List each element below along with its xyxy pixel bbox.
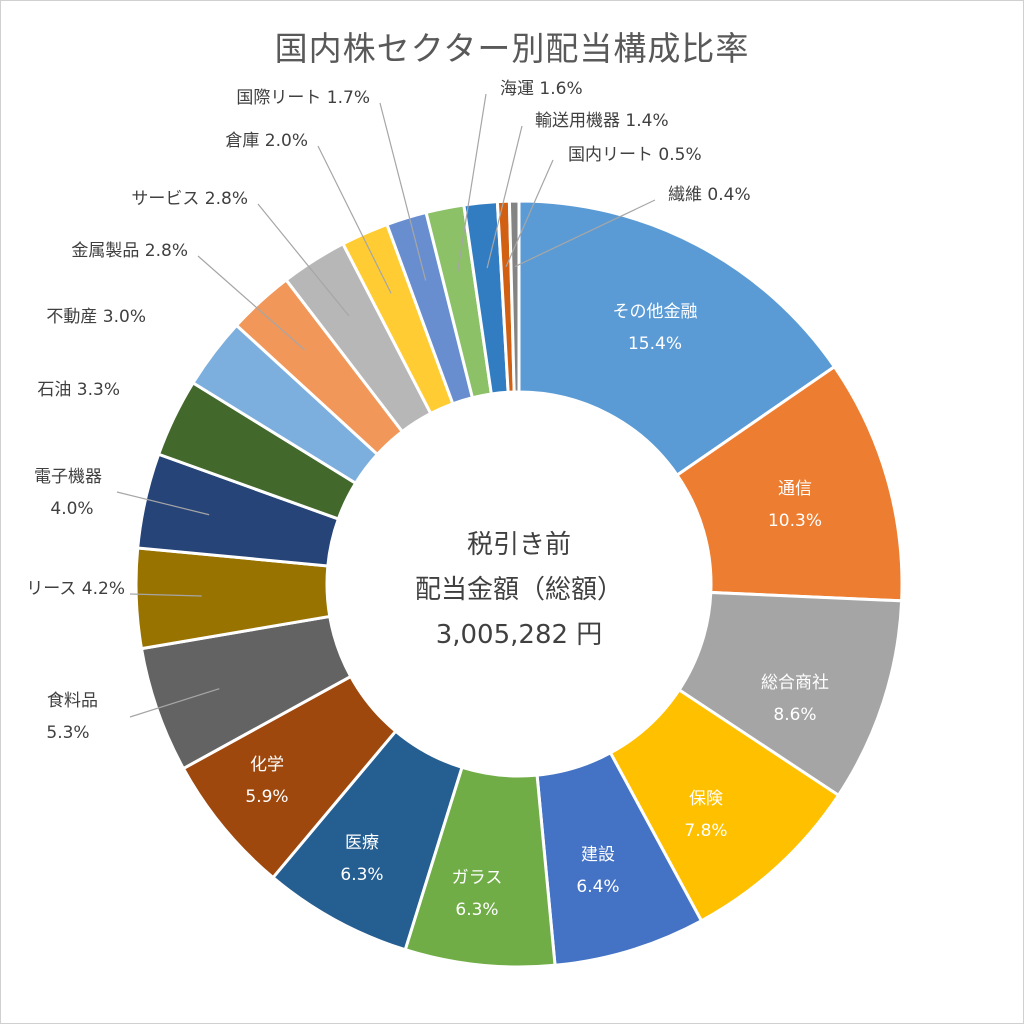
slice-label-13: 金属製品 2.8% — [71, 241, 188, 261]
leader-line-20 — [514, 199, 656, 268]
slice-label-name-12: 不動産 — [46, 307, 102, 327]
slice-value-11: 3.3% — [77, 380, 120, 400]
center-line-2: 配当金額（総額） — [415, 575, 623, 605]
slice-label-name-14: サービス — [131, 189, 204, 209]
slice-value-19: 0.5% — [658, 145, 701, 165]
slice-label-15: 倉庫 2.0% — [225, 131, 308, 151]
slice-label-10: 電子機器 — [34, 467, 102, 487]
slice-label-name-16: 国際リート — [236, 88, 326, 108]
slice-label-name-17: 海運 — [500, 79, 539, 99]
slice-value-13: 2.8% — [145, 241, 188, 261]
slice-value-16: 1.7% — [327, 88, 370, 108]
leader-line-14 — [257, 203, 350, 317]
slice-value-1: 10.3% — [768, 511, 822, 531]
slice-label-14: サービス 2.8% — [131, 189, 248, 209]
slice-label-7: 化学 — [250, 755, 284, 775]
slice-value-18: 1.4% — [625, 111, 668, 131]
slice-value-8: 5.3% — [46, 723, 89, 743]
slice-label-6: 医療 — [345, 833, 379, 853]
slice-label-16: 国際リート 1.7% — [236, 88, 370, 108]
slice-value-10: 4.0% — [50, 499, 93, 519]
slice-label-name-19: 国内リート — [568, 145, 658, 165]
leader-line-15 — [317, 145, 392, 294]
center-label: 税引き前 配当金額（総額） 3,005,282 円 — [415, 530, 623, 650]
leader-line-16 — [379, 102, 427, 281]
slice-value-5: 6.3% — [455, 900, 498, 920]
slice-label-name-9: リース — [26, 579, 82, 599]
slice-label-name-13: 金属製品 — [71, 241, 144, 261]
slice-value-15: 2.0% — [265, 131, 308, 151]
slice-label-4: 建設 — [581, 845, 615, 865]
leader-line-17 — [456, 93, 487, 273]
slice-value-4: 6.4% — [576, 877, 619, 897]
slice-value-17: 1.6% — [539, 79, 582, 99]
slice-value-7: 5.9% — [245, 787, 288, 807]
center-line-1: 税引き前 — [467, 530, 571, 560]
leader-line-9 — [129, 593, 202, 597]
chart-title: 国内株セクター別配当構成比率 — [274, 29, 750, 68]
slice-value-2: 8.6% — [773, 705, 816, 725]
doughnut-slice-0 — [517, 199, 837, 478]
slice-label-name-18: 輸送用機器 — [535, 111, 625, 131]
slice-label-8: 食料品 — [47, 691, 98, 711]
label-group: その他金融 15.4% 通信 10.3% 総合商社 8.6% 保険 7.8% 建設 6.4% ガラス… — [26, 79, 829, 920]
slice-group — [134, 199, 904, 969]
slice-label-0: その他金融 — [613, 302, 698, 322]
slice-label-name-20: 繊維 — [668, 185, 707, 205]
slice-label-name-15: 倉庫 — [225, 131, 264, 151]
slice-label-3: 保険 — [689, 789, 723, 809]
slice-value-14: 2.8% — [205, 189, 248, 209]
slice-label-9: リース 4.2% — [26, 579, 125, 599]
slice-value-0: 15.4% — [628, 334, 682, 354]
slice-label-2: 総合商社 — [761, 673, 829, 693]
slice-label-name-11: 石油 — [37, 380, 76, 400]
doughnut-slice-1 — [675, 364, 904, 603]
leader-line-10 — [116, 491, 210, 516]
leader-line-18 — [486, 125, 523, 269]
slice-label-12: 不動産 3.0% — [46, 307, 146, 327]
slice-label-1: 通信 — [778, 479, 812, 499]
leader-line-13 — [197, 255, 305, 351]
leader-line-group — [116, 93, 656, 718]
slice-value-20: 0.4% — [707, 185, 750, 205]
leader-line-8 — [129, 688, 220, 718]
slice-label-19: 国内リート 0.5% — [568, 145, 702, 165]
center-line-3: 3,005,282 円 — [436, 620, 603, 650]
slice-value-3: 7.8% — [684, 821, 727, 841]
slice-value-6: 6.3% — [340, 865, 383, 885]
leader-line-19 — [505, 159, 554, 268]
doughnut-slice-20 — [507, 199, 521, 394]
slice-label-18: 輸送用機器 1.4% — [535, 111, 669, 131]
slice-value-12: 3.0% — [103, 307, 146, 327]
slice-label-5: ガラス — [452, 868, 503, 888]
slice-label-20: 繊維 0.4% — [668, 185, 751, 205]
slice-label-11: 石油 3.3% — [37, 380, 120, 400]
slice-value-9: 4.2% — [82, 579, 125, 599]
slice-label-17: 海運 1.6% — [500, 79, 583, 99]
